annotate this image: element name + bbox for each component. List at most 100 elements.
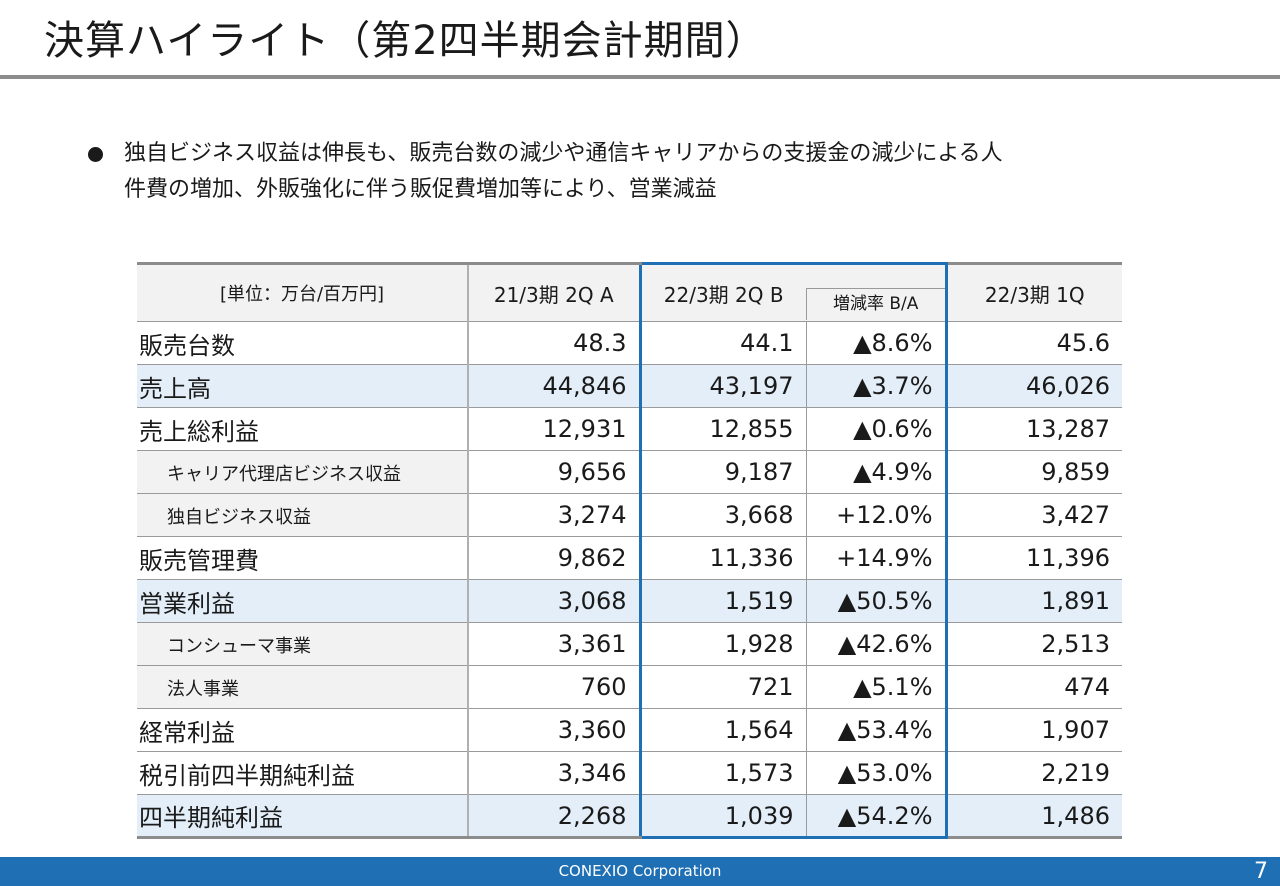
value-21-3-2q: 3,274 [468,493,640,537]
row-label-text: 販売管理費 [139,546,259,575]
table-row: コンシューマ事業 3,361 1,928 ▲42.6% 2,513 [137,622,1122,666]
value-change-ratio: ▲4.9% [806,450,946,494]
row-label: 法人事業 [137,665,469,709]
value-change-ratio: ▲3.7% [806,364,946,408]
table-row: 四半期純利益 2,268 1,039 ▲54.2% 1,486 [137,794,1122,839]
value-change-ratio: ▲5.1% [806,665,946,709]
row-label-text: 売上総利益 [139,417,259,446]
row-label-text: 経常利益 [139,718,235,747]
value-22-3-1q: 46,026 [944,364,1122,408]
header-change-ratio: 増減率 B/A [805,288,945,320]
value-change-ratio: ▲53.0% [806,751,946,795]
table-row: 営業利益 3,068 1,519 ▲50.5% 1,891 [137,579,1122,623]
value-change-ratio: ▲50.5% [806,579,946,623]
value-21-3-2q: 12,931 [468,407,640,451]
value-change-ratio: ▲8.6% [806,321,946,365]
table-row: 経常利益 3,360 1,564 ▲53.4% 1,907 [137,708,1122,752]
table-row: 販売管理費 9,862 11,336 +14.9% 11,396 [137,536,1122,580]
row-label-text: 四半期純利益 [139,804,283,832]
value-21-3-2q: 48.3 [468,321,640,365]
value-21-3-2q: 3,068 [468,579,640,623]
value-change-ratio: ▲0.6% [806,407,946,451]
row-label-text: 税引前四半期純利益 [139,761,355,790]
row-label: 営業利益 [137,579,469,623]
table-row: 法人事業 760 721 ▲5.1% 474 [137,665,1122,709]
value-change-ratio: ▲42.6% [806,622,946,666]
value-21-3-2q: 9,656 [468,450,640,494]
value-22-3-2q: 1,573 [638,751,807,795]
table-row: 売上高 44,846 43,197 ▲3.7% 46,026 [137,364,1122,408]
bullet-dot-icon [88,147,103,162]
unit-header: [単位：万台/百万円] [137,262,469,322]
value-22-3-1q: 11,396 [944,536,1122,580]
table-row: 独自ビジネス収益 3,274 3,668 +12.0% 3,427 [137,493,1122,537]
row-label: 販売台数 [137,321,469,365]
value-22-3-2q: 1,564 [638,708,807,752]
title-divider [0,75,1280,79]
financial-highlights-table: [単位：万台/百万円] 21/3期 2Q A 22/3期 2Q B 増減率 B/… [137,262,1122,839]
row-label-text: 独自ビジネス収益 [167,507,311,528]
row-label: コンシューマ事業 [137,622,469,666]
value-22-3-1q: 2,513 [944,622,1122,666]
header-22-3-2q: 22/3期 2Q B [663,283,784,307]
bullet-line-1: 独自ビジネス収益は伸長も、販売台数の減少や通信キャリアからの支援金の減少による人 [124,141,1003,166]
value-21-3-2q: 9,862 [468,536,640,580]
row-label: 販売管理費 [137,536,469,580]
table-row: キャリア代理店ビジネス収益 9,656 9,187 ▲4.9% 9,859 [137,450,1122,494]
value-21-3-2q: 3,360 [468,708,640,752]
table-row: 売上総利益 12,931 12,855 ▲0.6% 13,287 [137,407,1122,451]
value-22-3-2q: 9,187 [638,450,807,494]
value-change-ratio: +14.9% [806,536,946,580]
row-label: 経常利益 [137,708,469,752]
row-label: 売上高 [137,364,469,408]
row-label-text: 売上高 [139,374,211,403]
value-22-3-1q: 13,287 [944,407,1122,451]
bullet-line-2: 件費の増加、外販強化に伴う販促費増加等により、営業減益 [124,177,717,202]
value-21-3-2q: 3,346 [468,751,640,795]
value-22-3-1q: 1,486 [944,794,1122,839]
row-label: 税引前四半期純利益 [137,751,469,795]
value-22-3-1q: 474 [944,665,1122,709]
row-label-text: キャリア代理店ビジネス収益 [167,464,401,485]
row-label: 四半期純利益 [137,794,469,839]
footer-bar: CONEXIO Corporation 7 [0,857,1280,886]
value-21-3-2q: 760 [468,665,640,709]
row-label: 独自ビジネス収益 [137,493,469,537]
page-title: 決算ハイライト（第2四半期会計期間） [44,18,767,64]
table-row: 販売台数 48.3 44.1 ▲8.6% 45.6 [137,321,1122,365]
row-label-text: 営業利益 [139,589,235,618]
value-change-ratio: ▲54.2% [806,794,946,839]
value-22-3-2q: 44.1 [638,321,807,365]
bullet-text: 独自ビジネス収益は伸長も、販売台数の減少や通信キャリアからの支援金の減少による人… [124,136,1224,208]
value-change-ratio: +12.0% [806,493,946,537]
row-label: 売上総利益 [137,407,469,451]
footer-company: CONEXIO Corporation [558,862,722,880]
table-row: 税引前四半期純利益 3,346 1,573 ▲53.0% 2,219 [137,751,1122,795]
value-22-3-1q: 9,859 [944,450,1122,494]
header-21-3-2q: 21/3期 2Q A [468,262,641,322]
value-22-3-2q: 1,928 [638,622,807,666]
row-label-text: コンシューマ事業 [167,636,311,657]
header-22-3-1q: 22/3期 1Q [944,262,1122,322]
value-22-3-2q: 721 [638,665,807,709]
value-22-3-1q: 1,907 [944,708,1122,752]
row-label-text: 販売台数 [139,331,235,360]
page-number: 7 [1254,859,1268,884]
table-header-row: [単位：万台/百万円] 21/3期 2Q A 22/3期 2Q B 増減率 B/… [137,262,1122,322]
row-label-text: 法人事業 [167,679,239,700]
value-22-3-1q: 3,427 [944,493,1122,537]
value-21-3-2q: 3,361 [468,622,640,666]
value-22-3-1q: 1,891 [944,579,1122,623]
value-22-3-1q: 45.6 [944,321,1122,365]
row-label: キャリア代理店ビジネス収益 [137,450,469,494]
value-21-3-2q: 44,846 [468,364,640,408]
value-22-3-2q: 3,668 [638,493,807,537]
value-22-3-2q: 12,855 [638,407,807,451]
value-22-3-2q: 43,197 [638,364,807,408]
value-22-3-2q: 1,519 [638,579,807,623]
header-22-3-2q-group: 22/3期 2Q B 増減率 B/A [638,262,947,322]
value-22-3-1q: 2,219 [944,751,1122,795]
value-21-3-2q: 2,268 [468,794,640,839]
value-22-3-2q: 11,336 [638,536,807,580]
value-22-3-2q: 1,039 [638,794,807,839]
